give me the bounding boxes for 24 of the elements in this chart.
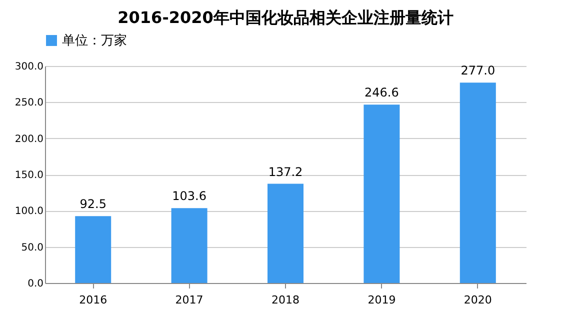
legend-label: 单位：万家 <box>62 32 127 48</box>
text: 103.6 <box>172 189 206 204</box>
y-tick-label: 100.0 <box>14 206 44 218</box>
x-tick-label: 2018 <box>272 294 300 306</box>
y-tick-label: 300.0 <box>14 62 44 72</box>
y-tick-label: 50.0 <box>21 242 44 254</box>
bar <box>171 208 208 283</box>
chart-title: 2016-2020年中国化妆品相关企业注册量统计 <box>118 8 454 27</box>
text: 137.2 <box>268 164 303 179</box>
bar <box>364 104 400 283</box>
x-tick-label: 2019 <box>368 294 396 306</box>
text: 277.0 <box>460 64 496 78</box>
bar <box>460 82 496 283</box>
y-tick-label: 0.0 <box>28 278 44 290</box>
x-tick-label: 2016 <box>79 294 108 306</box>
y-tick-label: 250.0 <box>14 98 44 109</box>
y-tick-label: 150.0 <box>14 170 44 181</box>
bar <box>268 184 304 283</box>
x-tick-label: 2020 <box>464 294 492 306</box>
text: 246.6 <box>364 86 399 100</box>
text: 92.5 <box>80 197 106 212</box>
y-tick-label: 200.0 <box>14 134 44 145</box>
x-tick-label: 2017 <box>175 294 204 306</box>
bar <box>75 216 112 283</box>
